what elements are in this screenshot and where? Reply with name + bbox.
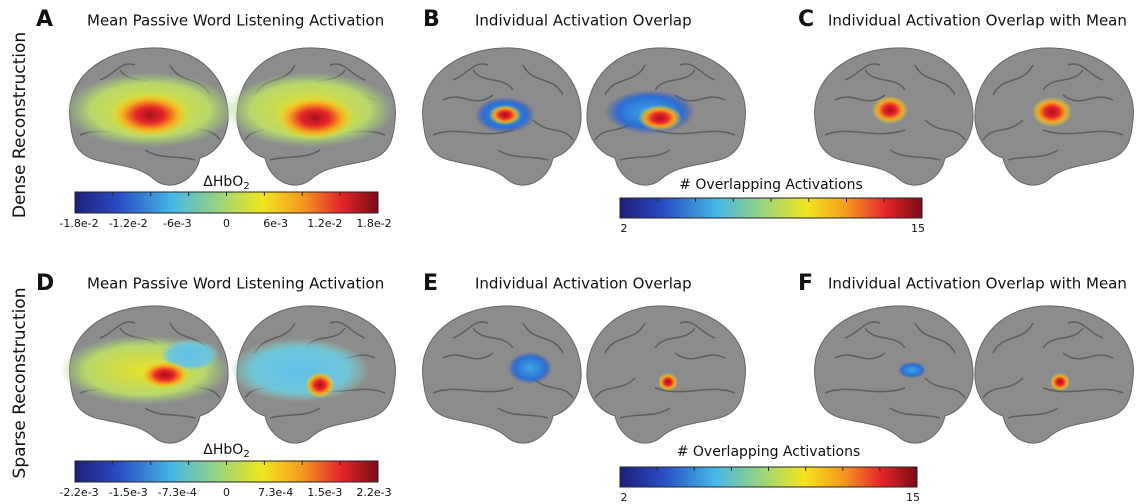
panel-title: Mean Passive Word Listening Activation: [87, 275, 384, 293]
label-text: ΔHbO: [203, 442, 243, 458]
colorbar-tick-label: 0: [223, 486, 230, 499]
panel-letter: F: [798, 271, 813, 296]
colorbar-tick-label: 0: [223, 217, 230, 230]
panel-letter: E: [423, 271, 438, 296]
label-text: ΔHbO: [203, 174, 243, 190]
panel-title: Individual Activation Overlap with Mean: [828, 275, 1127, 293]
colorbar-tick-label: -1.2e-2: [109, 217, 148, 230]
panel-title: Mean Passive Word Listening Activation: [87, 12, 384, 30]
label-subscript: 2: [243, 181, 249, 192]
panel-title: Individual Activation Overlap with Mean: [828, 12, 1127, 30]
panel-letter: A: [36, 7, 53, 32]
colorbar-tick-label: 2: [621, 491, 628, 504]
panel-letter: B: [423, 7, 440, 32]
colorbar-label: # Overlapping Activations: [679, 177, 863, 193]
panel-letter: C: [798, 7, 814, 32]
colorbar-tick-label: 1.8e-2: [356, 217, 391, 230]
label-text: # Overlapping Activations: [677, 444, 861, 460]
colorbar-tick-label: -7.3e-4: [158, 486, 197, 499]
panel-title: Individual Activation Overlap: [475, 12, 692, 30]
row-label: Sparse Reconstruction: [10, 288, 30, 479]
panel-title: Individual Activation Overlap: [475, 275, 692, 293]
label-text: # Overlapping Activations: [679, 177, 863, 193]
row-label: Dense Reconstruction: [10, 32, 30, 218]
colorbar-tick-label: -1.8e-2: [59, 217, 98, 230]
brain-image: [60, 305, 1135, 444]
colorbar-label: ΔHbO2: [203, 174, 249, 192]
colorbar-tick-label: -6e-3: [163, 217, 192, 230]
colorbar-tick-label: 15: [906, 491, 920, 504]
colorbar-label: ΔHbO2: [203, 442, 249, 460]
colorbar-tick-label: 2.2e-3: [356, 486, 391, 499]
colorbar-tick-label: 15: [911, 222, 925, 235]
colorbar-tick-label: -1.5e-3: [109, 486, 148, 499]
panel-letter: D: [36, 271, 54, 296]
label-subscript: 2: [243, 449, 249, 460]
colorbar-tick-label: -2.2e-3: [59, 486, 98, 499]
colorbar-tick-label: 1.5e-3: [307, 486, 342, 499]
colorbar-tick-label: 2: [621, 222, 628, 235]
brain-image: [65, 47, 1135, 186]
colorbar-tick-label: 6e-3: [263, 217, 288, 230]
colorbar-tick-label: 7.3e-4: [258, 486, 293, 499]
colorbar-tick-label: 1.2e-2: [307, 217, 342, 230]
colorbar-label: # Overlapping Activations: [677, 444, 861, 460]
